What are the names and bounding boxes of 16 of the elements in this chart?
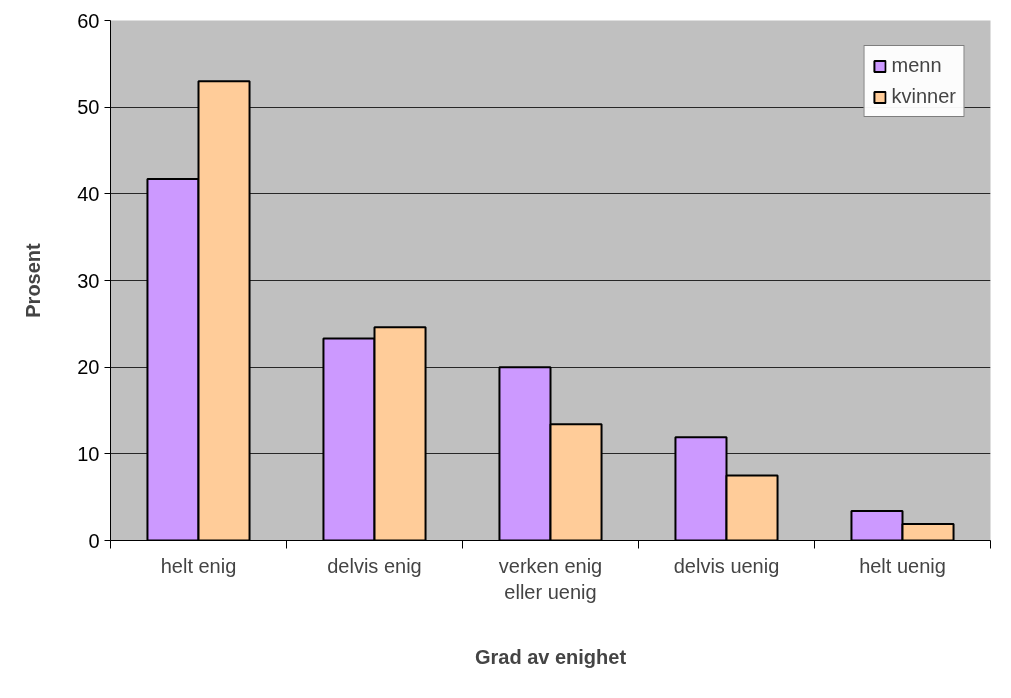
y-tick-label: 40: [77, 182, 100, 205]
legend-label: kvinner: [891, 85, 956, 108]
y-tick-label: 20: [77, 356, 100, 379]
y-tick-label: 0: [88, 529, 100, 552]
x-axis-title: Grad av enighet: [474, 645, 627, 668]
y-tick-label: 60: [77, 9, 100, 32]
x-tick-label: delvis enig: [327, 554, 422, 577]
x-tick-label: helt enig: [160, 554, 237, 577]
y-tick-label: 30: [77, 269, 100, 292]
x-tick-label: delvis uenig: [673, 554, 780, 577]
legend-label: menn: [891, 54, 942, 77]
y-tick-label: 50: [77, 96, 100, 119]
x-tick-label: helt uenig: [859, 554, 946, 577]
y-axis-title: Prosent: [22, 242, 45, 318]
y-tick-label: 10: [77, 442, 100, 465]
x-tick-label: verken enig eller uenig: [498, 554, 603, 603]
